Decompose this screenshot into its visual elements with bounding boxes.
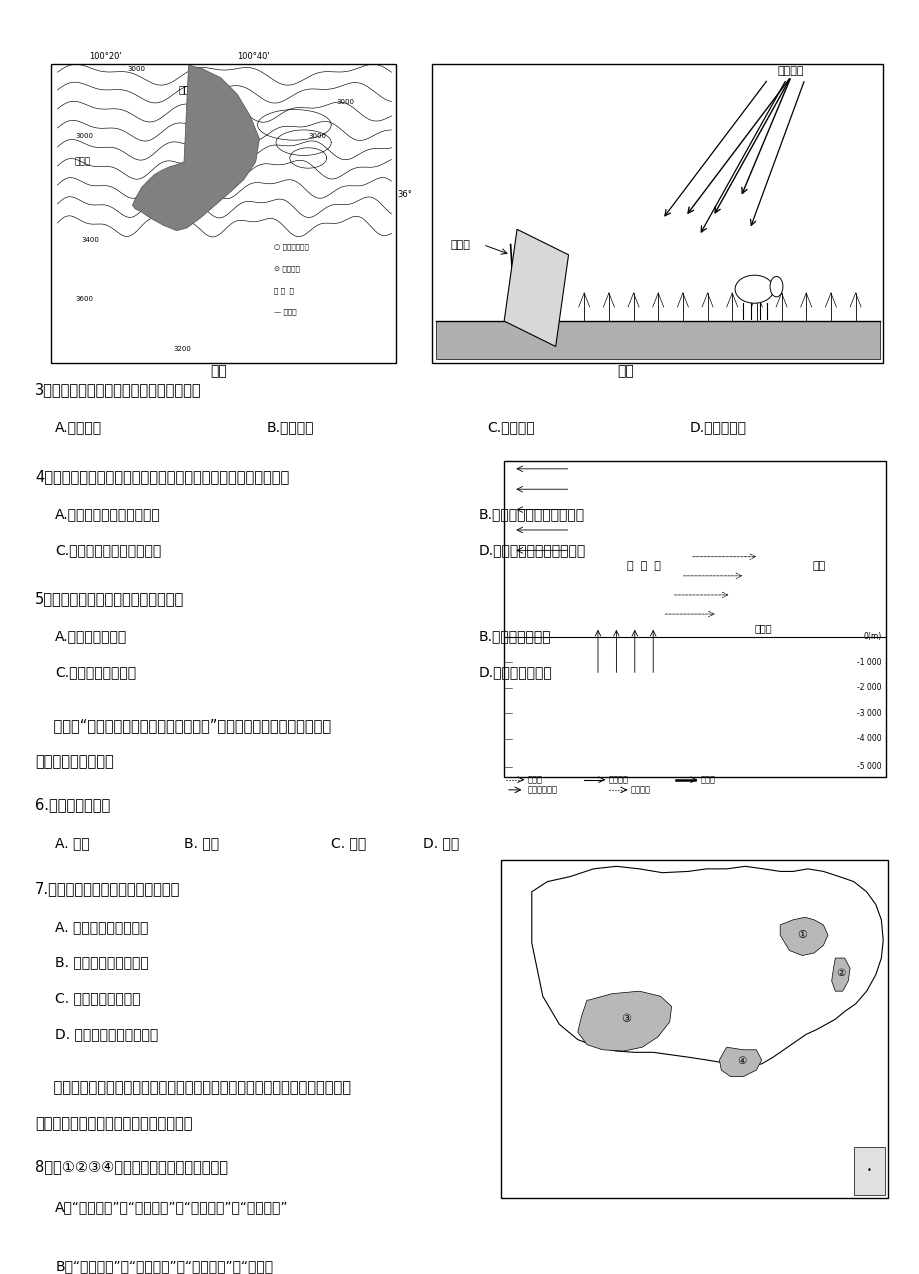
Text: 海平面: 海平面 bbox=[754, 623, 771, 633]
Bar bbox=[51, 64, 395, 363]
Text: — 等高线: — 等高线 bbox=[274, 308, 297, 316]
Text: ○ 龙羊峡水电站: ○ 龙羊峡水电站 bbox=[274, 243, 309, 251]
Text: B．“地下的家”、“竹木的家”、“游动的家”、“石头的: B．“地下的家”、“竹木的家”、“游动的家”、“石头的 bbox=[55, 1259, 273, 1273]
Text: A.草场退化: A.草场退化 bbox=[55, 420, 102, 434]
Text: 36°: 36° bbox=[397, 190, 412, 200]
Text: D. 冬季: D. 冬季 bbox=[423, 836, 459, 850]
Bar bbox=[501, 860, 887, 1198]
Text: 3．塔拉滩地区面临的主要生态环境问题是: 3．塔拉滩地区面临的主要生态环境问题是 bbox=[35, 382, 201, 397]
Text: 图乙: 图乙 bbox=[617, 364, 633, 378]
Text: C. 表层海水温度上升: C. 表层海水温度上升 bbox=[55, 991, 141, 1005]
Text: 图甲: 图甲 bbox=[210, 364, 227, 378]
Polygon shape bbox=[831, 958, 849, 991]
Text: A.增加植被覆盖率: A.增加植被覆盖率 bbox=[55, 629, 128, 643]
Text: -3 000: -3 000 bbox=[856, 708, 880, 719]
Polygon shape bbox=[779, 917, 827, 956]
Text: 3000: 3000 bbox=[308, 134, 326, 139]
Text: D.土地盐碱化: D.土地盐碱化 bbox=[689, 420, 746, 434]
Text: 太阳光线: 太阳光线 bbox=[777, 66, 803, 76]
Polygon shape bbox=[504, 229, 568, 347]
Text: -2 000: -2 000 bbox=[856, 683, 880, 693]
Text: C.森林破坏: C.森林破坏 bbox=[487, 420, 535, 434]
Polygon shape bbox=[577, 991, 671, 1051]
Text: 100°20': 100°20' bbox=[89, 52, 122, 61]
Text: D.反射阳光，改善光照条件: D.反射阳光，改善光照条件 bbox=[478, 543, 585, 557]
Text: B. 秋季: B. 秋季 bbox=[184, 836, 219, 850]
Text: 6.图中所示季节为: 6.图中所示季节为 bbox=[35, 798, 110, 813]
Text: B.水土流失: B.水土流失 bbox=[267, 420, 314, 434]
Text: 表层暖流: 表层暖流 bbox=[630, 785, 650, 795]
Text: B.提高水电发电量: B.提高水电发电量 bbox=[478, 629, 550, 643]
Text: 8．与①②③④四省区对应的传统民居分别为: 8．与①②③④四省区对应的传统民居分别为 bbox=[35, 1159, 228, 1175]
Text: 传统民居蕋含丰富的地理信息。我国地域辽阔，传统民居呼现诸多不同。下图: 传统民居蕋含丰富的地理信息。我国地域辽阔，传统民居呼现诸多不同。下图 bbox=[35, 1080, 350, 1096]
Text: 下图为“印度洋西北部海域濗升流的形成”示意图，读图完成六－七题。: 下图为“印度洋西北部海域濗升流的形成”示意图，读图完成六－七题。 bbox=[35, 719, 331, 734]
Text: 表层寒流: 表层寒流 bbox=[608, 775, 629, 785]
Text: 0(m): 0(m) bbox=[862, 632, 880, 642]
Bar bbox=[436, 321, 879, 359]
Bar bbox=[504, 461, 885, 777]
Text: 100°40': 100°40' bbox=[236, 52, 269, 61]
Text: ④: ④ bbox=[736, 1056, 745, 1066]
Text: 西南季风风向: 西南季风风向 bbox=[527, 785, 557, 795]
Text: ②: ② bbox=[835, 968, 845, 978]
Text: C.减弱蒸发，提高土壤水分: C.减弱蒸发，提高土壤水分 bbox=[55, 543, 161, 557]
Text: 为我国行政区划图。据此完成八－九题。: 为我国行政区划图。据此完成八－九题。 bbox=[35, 1116, 192, 1131]
Text: 3200: 3200 bbox=[173, 347, 191, 352]
Text: ～ 贡  河: ～ 贡 河 bbox=[274, 287, 294, 294]
Ellipse shape bbox=[769, 276, 782, 297]
Text: A．“竹木的家”、“地下的家”、“游动的家”、“石头的家”: A．“竹木的家”、“地下的家”、“游动的家”、“石头的家” bbox=[55, 1200, 289, 1214]
Text: 电池板: 电池板 bbox=[450, 240, 471, 250]
Ellipse shape bbox=[734, 275, 773, 303]
Text: 濗升流: 濗升流 bbox=[527, 775, 541, 785]
Text: ⊙ 水库库区: ⊙ 水库库区 bbox=[274, 265, 300, 273]
Text: C. 夏季: C. 夏季 bbox=[331, 836, 366, 850]
Text: D.提高土地利用率: D.提高土地利用率 bbox=[478, 665, 551, 679]
Text: B. 沿岐地区降水量增加: B. 沿岐地区降水量增加 bbox=[55, 956, 149, 970]
Text: 塔拉滩: 塔拉滩 bbox=[74, 157, 91, 167]
Text: 3000: 3000 bbox=[127, 66, 145, 71]
Text: -4 000: -4 000 bbox=[856, 734, 880, 744]
Text: •: • bbox=[866, 1166, 871, 1176]
Text: 3400: 3400 bbox=[81, 237, 99, 242]
Text: 3600: 3600 bbox=[75, 297, 94, 302]
Text: 共和: 共和 bbox=[178, 84, 189, 94]
Text: B.吸收热量，增加土壤温度: B.吸收热量，增加土壤温度 bbox=[478, 507, 584, 521]
Bar bbox=[432, 64, 882, 363]
Text: A.阻挡风沙，减弱风力侵蚀: A.阻挡风沙，减弱风力侵蚀 bbox=[55, 507, 161, 521]
Text: 7.濗升流对印度洋西部海域的影响有: 7.濗升流对印度洋西部海域的影响有 bbox=[35, 882, 180, 897]
Polygon shape bbox=[132, 65, 259, 231]
Text: ③: ③ bbox=[621, 1014, 630, 1024]
Text: 4．光伏产业促进了塔拉滩的植被生长，关键是因为太阳能电池板: 4．光伏产业促进了塔拉滩的植被生长，关键是因为太阳能电池板 bbox=[35, 469, 289, 484]
Polygon shape bbox=[531, 866, 882, 1066]
Text: D. 沿岐地区海洋生物增多: D. 沿岐地区海洋生物增多 bbox=[55, 1027, 158, 1041]
Text: 底层流: 底层流 bbox=[700, 775, 715, 785]
Text: 3000: 3000 bbox=[75, 134, 94, 139]
Text: 3000: 3000 bbox=[335, 99, 354, 104]
Bar bbox=[853, 1147, 884, 1195]
Text: A. 大气以上升运动为主: A. 大气以上升运动为主 bbox=[55, 920, 148, 934]
Text: 读图完成六－七题。: 读图完成六－七题。 bbox=[35, 754, 114, 769]
Text: C.减缓沙丘移动速度: C.减缓沙丘移动速度 bbox=[55, 665, 136, 679]
Text: 印  度  洋: 印 度 洋 bbox=[627, 561, 660, 571]
Text: ①: ① bbox=[797, 930, 806, 940]
Text: A. 春季: A. 春季 bbox=[55, 836, 90, 850]
Text: -1 000: -1 000 bbox=[856, 657, 880, 668]
Polygon shape bbox=[719, 1047, 761, 1077]
Text: 赤道: 赤道 bbox=[811, 561, 824, 571]
Text: -5 000: -5 000 bbox=[856, 762, 880, 772]
Text: 5．光伏产业园区引入牧羊业，有利于: 5．光伏产业园区引入牧羊业，有利于 bbox=[35, 591, 184, 606]
